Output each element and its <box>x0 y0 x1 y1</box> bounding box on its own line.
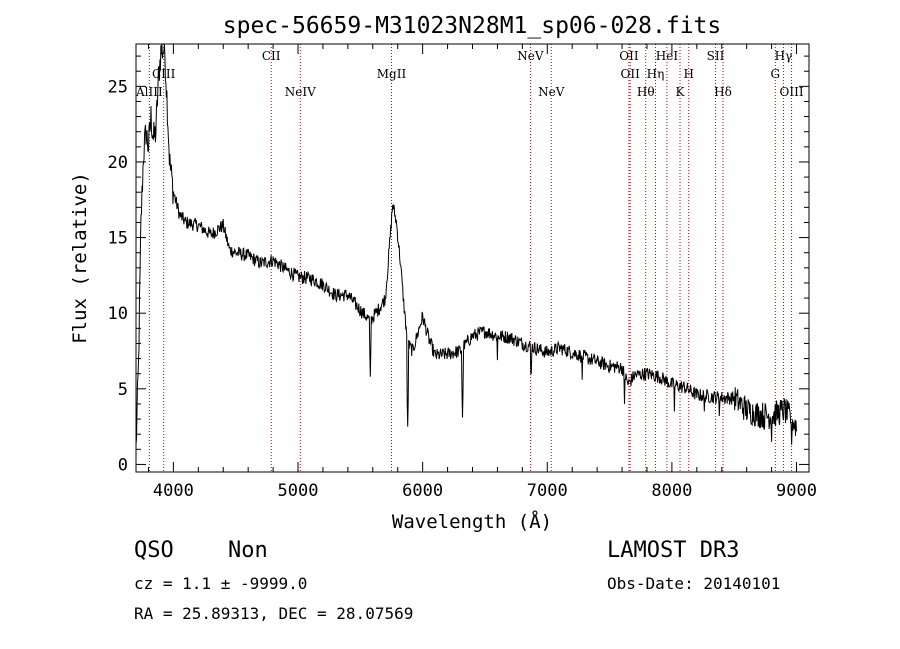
line-marker-label: H <box>683 67 693 81</box>
x-tick-label: 6000 <box>402 481 443 501</box>
emission-line-markers: AlIII CIII CII NeIV MgII NeV NeV OII OII Hθ Hη HeI K… <box>135 44 804 472</box>
plot-frame <box>135 43 810 473</box>
y-tick-label: 20 <box>108 153 128 173</box>
line-marker-label: NeIV <box>285 85 316 99</box>
line-marker-label: CII <box>262 49 281 63</box>
line-marker-label: Hθ <box>637 85 655 99</box>
y-tick-label: 0 <box>118 455 128 475</box>
ra-dec-coordinates: RA = 25.89313, DEC = 28.07569 <box>134 604 414 623</box>
line-marker-label: Hγ <box>775 49 793 63</box>
y-axis-label: Flux (relative) <box>69 172 91 344</box>
survey-release: LAMOST DR3 <box>607 538 740 563</box>
y-tick-label: 25 <box>108 77 128 97</box>
line-marker-label: Hη <box>647 67 665 81</box>
line-marker-label: G <box>771 67 781 81</box>
line-marker-label: NeV <box>538 85 565 99</box>
y-tick-label: 15 <box>108 229 128 249</box>
chart-title: spec-56659-M31023N28M1_sp06-028.fits <box>223 13 722 39</box>
y-tick-label: 5 <box>118 380 128 400</box>
line-marker-label: K <box>676 85 686 99</box>
x-axis-label: Wavelength (Å) <box>392 510 552 533</box>
x-tick-label: 5000 <box>278 481 319 501</box>
x-tick-label: 7000 <box>527 481 568 501</box>
x-tick-label: 9000 <box>776 481 817 501</box>
redshift-cz: cz = 1.1 ± -9999.0 <box>134 574 308 593</box>
observation-date: Obs-Date: 20140101 <box>607 574 781 593</box>
line-marker-label: NeV <box>517 49 544 63</box>
object-subclass: Non <box>228 538 268 563</box>
line-marker-label: OII <box>619 49 639 63</box>
line-marker-label: Hδ <box>714 85 732 99</box>
line-marker-label: SII <box>707 49 725 63</box>
object-class: QSO <box>134 538 174 563</box>
line-marker-label: AlIII <box>135 85 163 99</box>
line-marker-label: OII <box>620 67 640 81</box>
line-marker-label: HeI <box>656 49 679 63</box>
y-tick-label: 10 <box>108 304 128 324</box>
line-marker-label: MgII <box>377 67 407 81</box>
line-marker-label: CIII <box>152 67 176 81</box>
spectrum-line <box>135 43 797 445</box>
line-marker-label: OIII <box>780 85 804 99</box>
x-tick-label: 4000 <box>153 481 194 501</box>
axes: 4000 5000 6000 7000 8000 9000 0 5 10 15 20 25 <box>108 44 817 501</box>
x-tick-label: 8000 <box>651 481 692 501</box>
